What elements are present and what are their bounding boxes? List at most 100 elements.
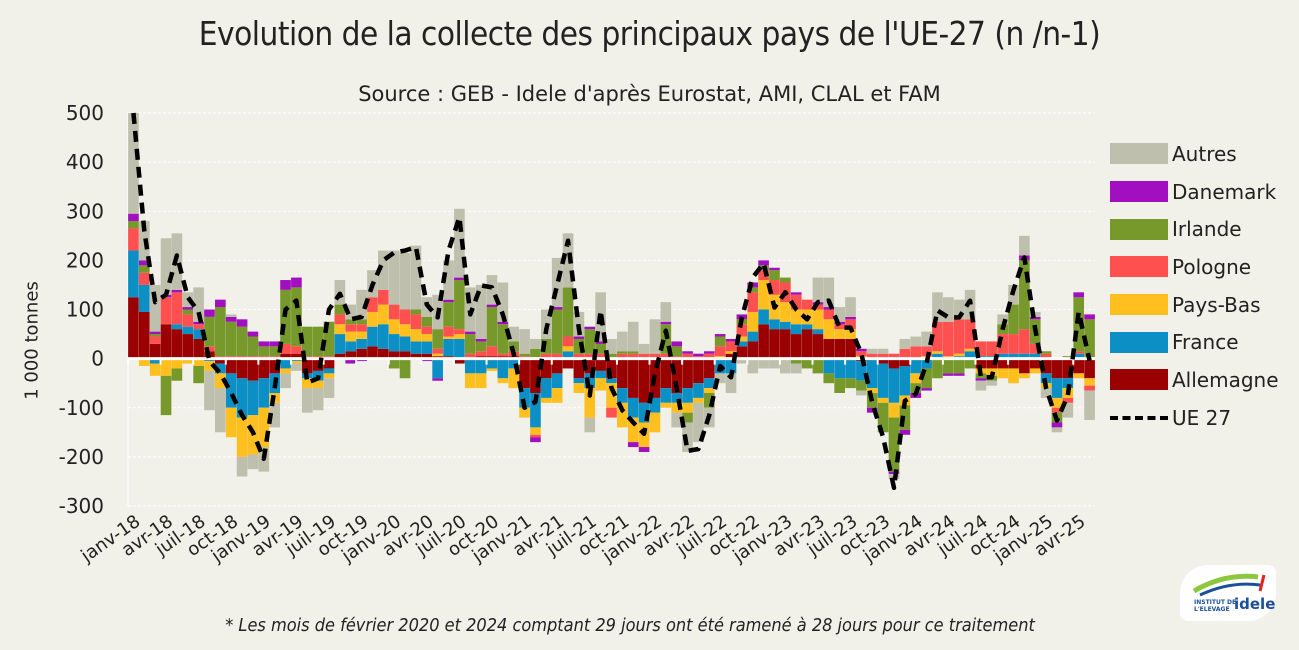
bar-segment-autres: [128, 113, 139, 214]
y-tick-label: 300: [66, 199, 104, 223]
bar-segment-irlande: [269, 346, 281, 357]
bar-segment-pays-bas: [149, 363, 161, 376]
bar-segment-france: [367, 326, 378, 347]
bar-segment-allemagne: [160, 324, 172, 359]
bar-segment-france: [388, 334, 400, 352]
bar-segment-pays-bas: [160, 358, 172, 376]
bar-segment-danemark: [443, 299, 454, 303]
bar-segment-autres: [584, 417, 596, 433]
bar-segment-irlande: [149, 334, 161, 337]
bar-segment-danemark: [921, 388, 932, 391]
bar-segment-danemark: [475, 338, 487, 342]
bar-segment-irlande: [942, 358, 954, 374]
bar-segment-danemark: [975, 378, 987, 381]
bar-segment-pays-bas: [1073, 373, 1085, 379]
bar-segment-pologne: [606, 407, 617, 418]
bar-segment-france: [149, 358, 161, 364]
bar-segment-france: [1029, 353, 1041, 359]
bar-segment-pologne: [367, 297, 378, 312]
bar-segment-danemark: [627, 442, 639, 448]
bar-segment-france: [595, 370, 606, 379]
bar-segment-france: [584, 373, 596, 389]
bar-segment-allemagne: [671, 358, 683, 394]
bar-segment-france: [921, 358, 932, 369]
bar-segment-danemark: [432, 378, 443, 381]
bar-segment-danemark: [236, 319, 248, 327]
bar-segment-pays-bas: [953, 353, 965, 357]
bar-segment-autres: [823, 277, 835, 308]
bar-segment-allemagne: [378, 348, 389, 359]
bar-segment-allemagne: [215, 358, 226, 364]
legend-item: France: [1110, 323, 1279, 361]
bar-segment-pologne: [193, 324, 204, 330]
bar-segment-france: [356, 338, 367, 349]
bar-segment-pologne: [1073, 351, 1085, 354]
bar-segment-france: [671, 393, 683, 403]
bar-segment-autres: [899, 338, 911, 349]
bar-segment-france: [769, 319, 780, 330]
bar-segment-france: [649, 397, 661, 413]
bar-segment-france: [845, 358, 856, 379]
bar-segment-allemagne: [801, 329, 813, 359]
bar-segment-autres: [725, 373, 737, 394]
bar-segment-autres: [812, 277, 824, 303]
bar-segment-france: [736, 341, 748, 347]
bar-segment-pays-bas: [454, 334, 465, 339]
bar-segment-pays-bas: [356, 331, 367, 339]
bar-segment-irlande: [410, 309, 422, 315]
bar-segment-pays-bas: [584, 388, 596, 418]
bar-segment-autres: [1062, 402, 1074, 418]
bar-segment-danemark: [464, 331, 476, 335]
bar-segment-france: [866, 358, 878, 389]
bar-segment-danemark: [1073, 292, 1085, 298]
bar-segment-pologne: [149, 336, 161, 344]
bar-segment-danemark: [171, 289, 183, 293]
bar-segment-pologne: [921, 346, 932, 357]
bar-segment-france: [215, 363, 226, 374]
stacked-bar-chart: 5004003002001000-100-200-300janv-18avr-1…: [59, 101, 1095, 567]
bar-segment-autres: [443, 260, 454, 300]
bar-segment-pologne: [182, 314, 194, 327]
bar-segment-danemark: [258, 341, 270, 347]
bar-segment-autres: [671, 412, 683, 428]
bar-segment-allemagne: [421, 353, 433, 359]
bar-segment-irlande: [312, 326, 324, 357]
bar-segment-france: [899, 365, 911, 396]
bar-segment-autres: [530, 338, 541, 349]
legend-label: Autres: [1172, 141, 1237, 166]
bar-segment-pays-bas: [138, 358, 150, 366]
bar-segment-allemagne: [454, 358, 465, 364]
bar-segment-allemagne: [1008, 358, 1019, 369]
bar-segment-france: [606, 378, 617, 384]
legend-label: Pays-Bas: [1172, 292, 1261, 317]
bar-segment-autres: [1051, 427, 1063, 433]
bar-segment-autres: [780, 358, 791, 374]
bar-segment-pays-bas: [834, 329, 845, 339]
bar-segment-autres: [769, 358, 780, 369]
bar-segment-irlande: [627, 351, 639, 354]
bar-segment-pologne: [204, 346, 215, 352]
bar-segment-pologne: [138, 272, 150, 285]
legend-item: Danemark: [1110, 173, 1279, 211]
bar-segment-irlande: [486, 307, 498, 347]
chart-subtitle: Source : GEB - Idele d'après Eurostat, A…: [358, 82, 941, 106]
bar-segment-pays-bas: [388, 319, 400, 335]
bar-segment-france: [801, 324, 813, 330]
bar-segment-autres: [997, 314, 1008, 325]
bar-segment-autres: [356, 289, 367, 320]
bar-segment-allemagne: [1084, 358, 1095, 379]
bar-segment-pays-bas: [399, 324, 411, 337]
bar-segment-pologne: [160, 297, 172, 325]
bar-segment-pays-bas: [1019, 373, 1030, 379]
bar-segment-allemagne: [747, 341, 759, 359]
bar-segment-danemark: [953, 373, 965, 376]
bar-segment-autres: [1019, 235, 1030, 256]
bar-segment-autres: [399, 253, 411, 310]
bar-segment-autres: [866, 348, 878, 354]
bar-segment-pays-bas: [258, 407, 270, 448]
bar-segment-france: [508, 358, 520, 369]
bar-segment-pologne: [736, 324, 748, 337]
bar-segment-pays-bas: [595, 378, 606, 391]
legend-label: Allemagne: [1172, 367, 1279, 392]
bar-segment-france: [128, 250, 139, 298]
